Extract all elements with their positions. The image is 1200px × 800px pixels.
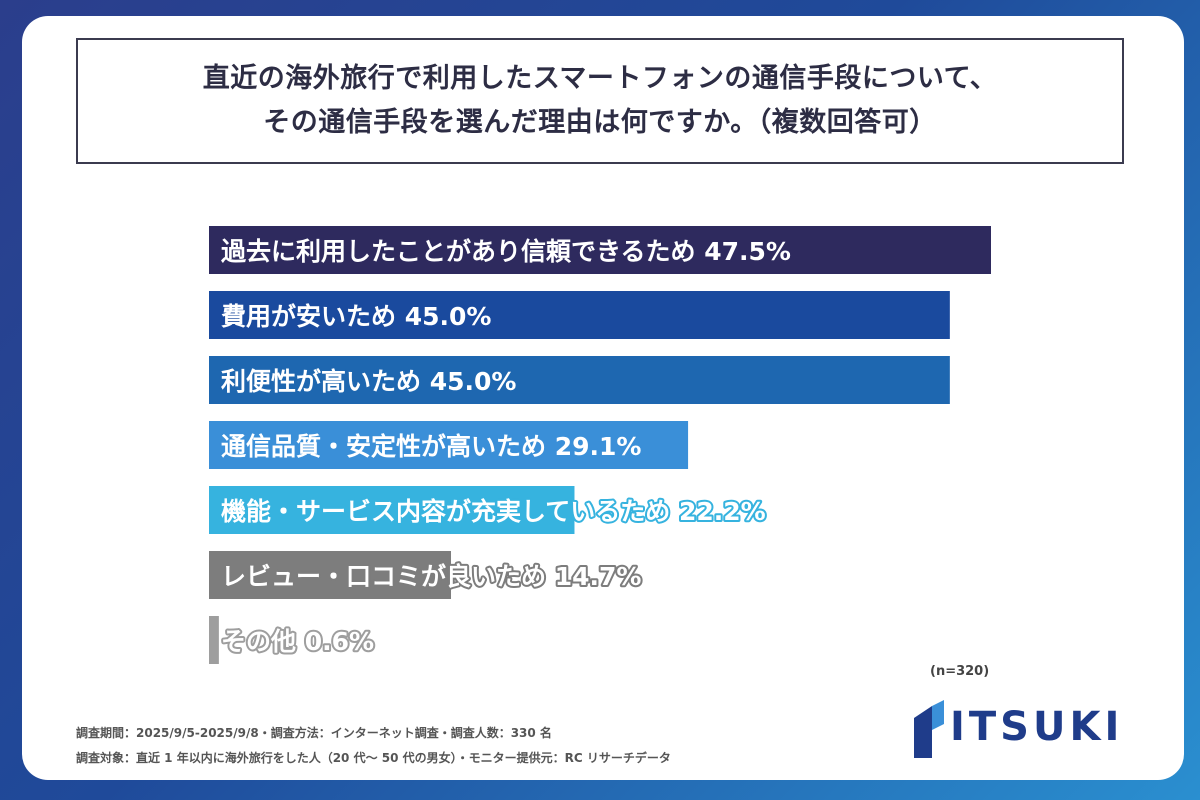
bar-6: [209, 551, 452, 599]
bar-label-7: その他 0.6%: [221, 627, 374, 656]
itsuki-logo: ITSUKI: [906, 700, 1136, 760]
bar-label-1: 過去に利用したことがあり信頼できるため 47.5%: [221, 237, 791, 266]
bar-label-5: 機能・サービス内容が充実しているため 22.2%: [221, 497, 766, 526]
bar-label-6: レビュー・口コミが良いため 14.7%: [221, 562, 641, 591]
sample-size-note: (n=320): [930, 664, 990, 679]
logo-mark-icon: [914, 700, 944, 758]
bar-7: [209, 616, 219, 664]
bar-label-2: 費用が安いため 45.0%: [220, 302, 491, 331]
title-line-1: 直近の海外旅行で利用したスマートフォンの通信手段について、: [202, 63, 998, 94]
bar-3: [209, 356, 950, 404]
bar-2: [209, 291, 950, 339]
footnote-survey-period: 調査期間：2025/9/5-2025/9/8・調査方法：インターネット調査・調査…: [76, 726, 552, 740]
bar-label-3: 利便性が高いため 45.0%: [221, 367, 516, 396]
title-line-2: その通信手段を選んだ理由は何ですか。（複数回答可）: [263, 107, 937, 138]
bar-label-4: 通信品質・安定性が高いため 29.1%: [221, 432, 641, 461]
logo-text: ITSUKI: [950, 704, 1124, 750]
footnote-survey-target: 調査対象：直近 1 年以内に海外旅行をした人（20 代～ 50 代の男女）・モニ…: [76, 751, 671, 765]
title-box: 直近の海外旅行で利用したスマートフォンの通信手段について、 その通信手段を選んだ…: [76, 38, 1124, 164]
bar-5: [209, 486, 575, 534]
bar-1: [209, 226, 991, 274]
infographic-card: 直近の海外旅行で利用したスマートフォンの通信手段について、 その通信手段を選んだ…: [22, 16, 1184, 780]
bar-chart: 過去に利用したことがあり信頼できるため 47.5% 費用が安いため 45.0% 利便…: [209, 226, 991, 664]
bar-4: [209, 421, 689, 469]
